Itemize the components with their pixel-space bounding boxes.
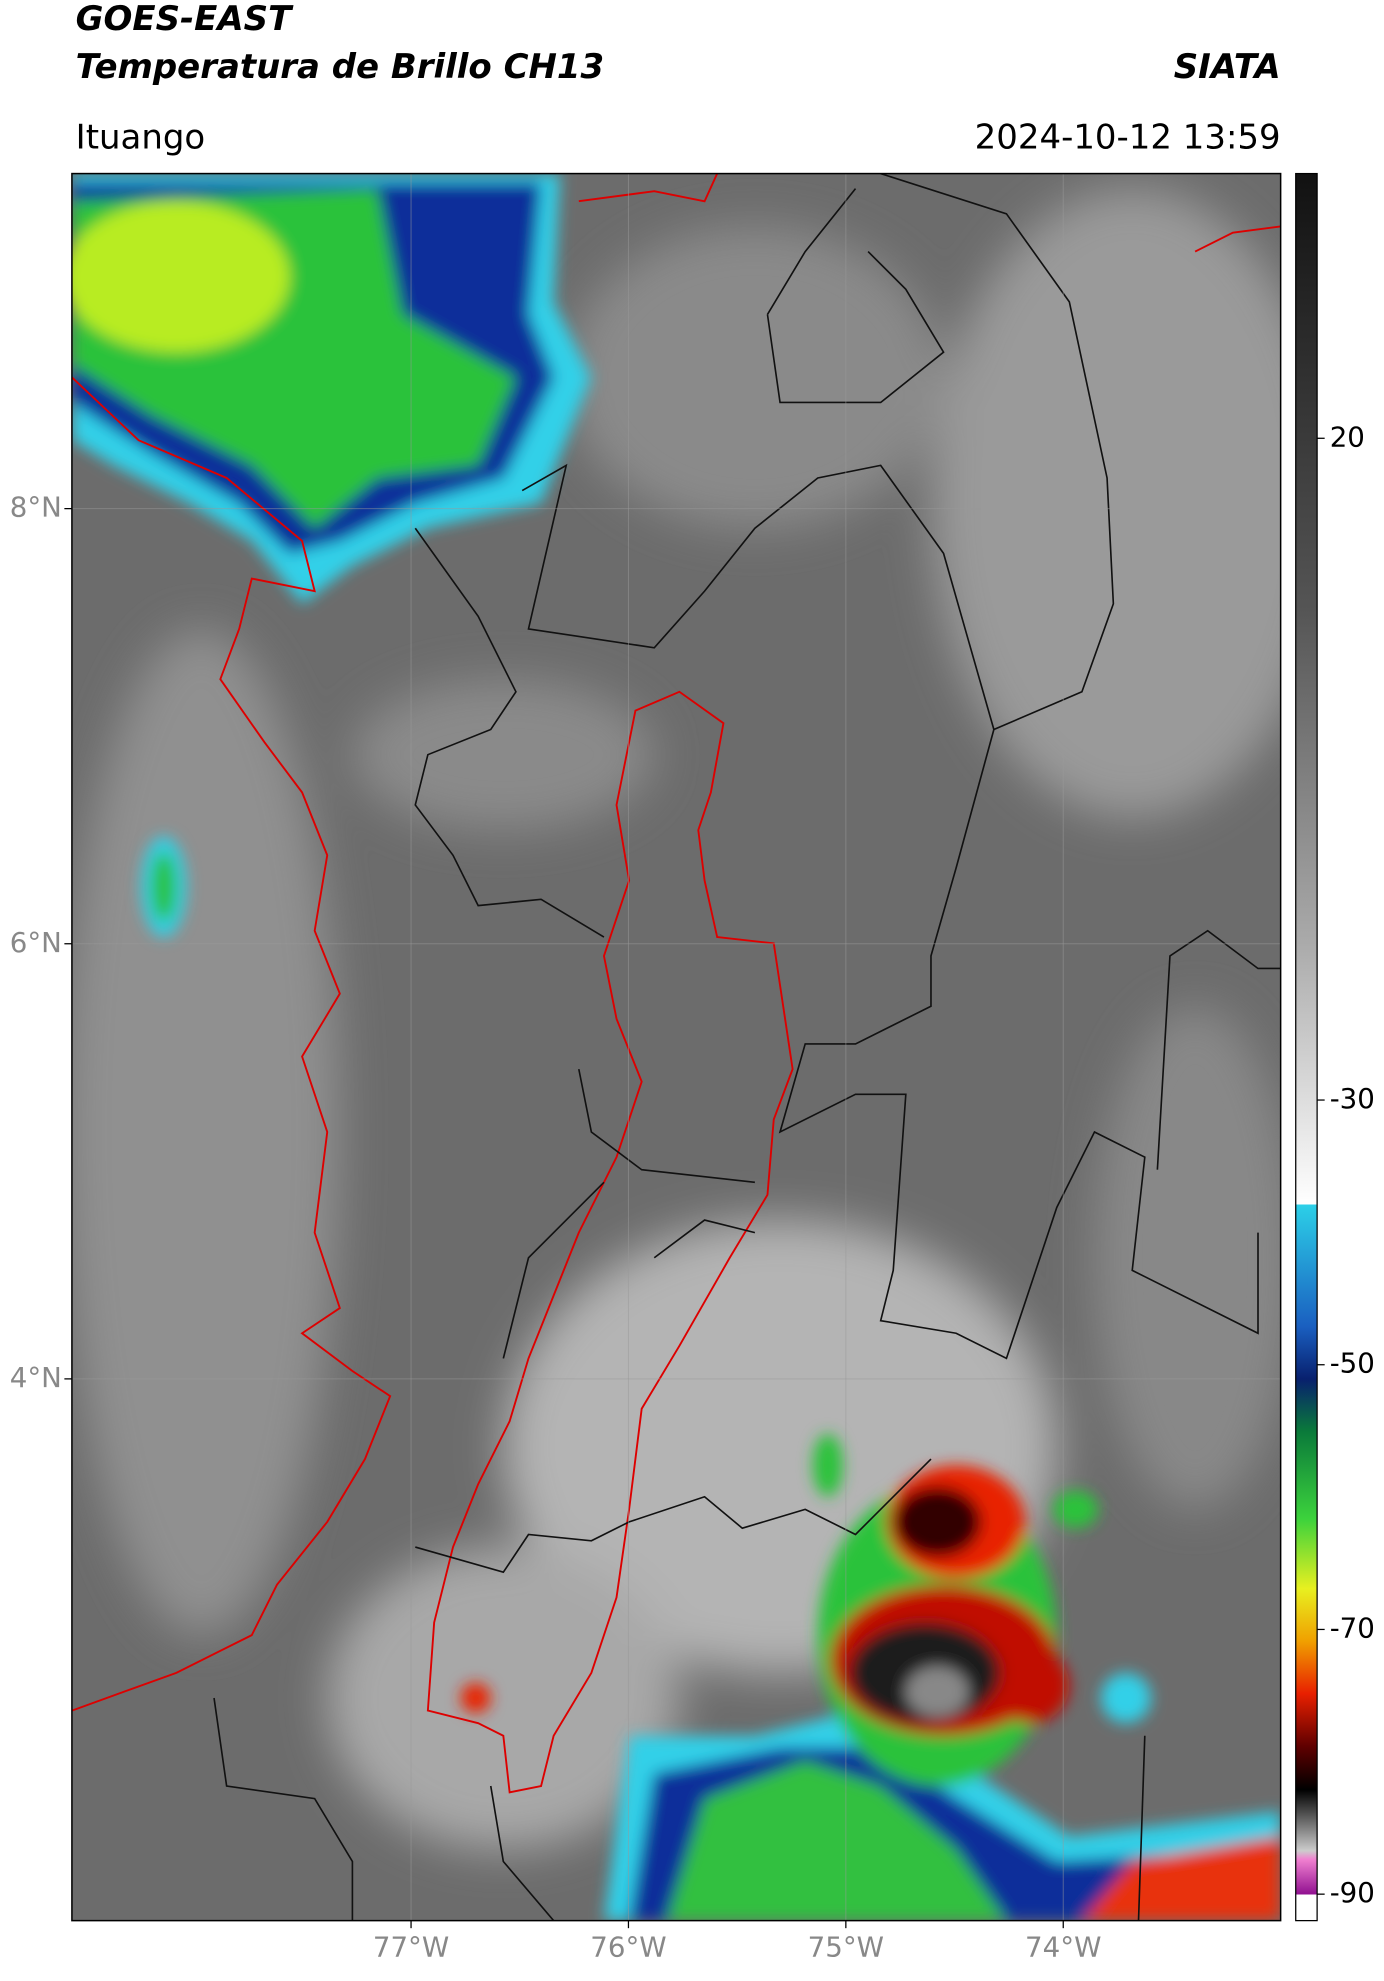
- colorbar-tick-label: -90: [1330, 1876, 1375, 1909]
- colorbar-tick-label: -70: [1330, 1611, 1375, 1644]
- colorbar-tick-label: 20: [1330, 420, 1365, 453]
- colorbar-tick-label: -50: [1330, 1347, 1375, 1380]
- y-tick-label: 4°N: [10, 1361, 62, 1394]
- x-tick-label: 75°W: [808, 1931, 884, 1964]
- satellite-image: [71, 173, 1281, 1921]
- y-tick-label: 8°N: [10, 491, 62, 524]
- colorbar: [1295, 172, 1318, 1922]
- grid: [71, 173, 1281, 1921]
- source: SIATA: [1174, 47, 1281, 87]
- borders: [213, 173, 1281, 1921]
- location: Ituango: [76, 117, 206, 157]
- coastline: [71, 173, 1281, 1794]
- x-tick-label: 74°W: [1025, 1931, 1101, 1964]
- x-tick-label: 76°W: [590, 1931, 666, 1964]
- colorbar-tick-label: -30: [1330, 1082, 1375, 1115]
- title: GOES-EAST: [76, 0, 294, 39]
- x-tick-label: 77°W: [373, 1931, 449, 1964]
- subtitle: Temperatura de Brillo CH13: [76, 47, 604, 87]
- datetime: 2024-10-12 13:59: [975, 117, 1281, 157]
- y-tick-label: 6°N: [10, 926, 62, 959]
- map-frame: [71, 172, 1282, 1922]
